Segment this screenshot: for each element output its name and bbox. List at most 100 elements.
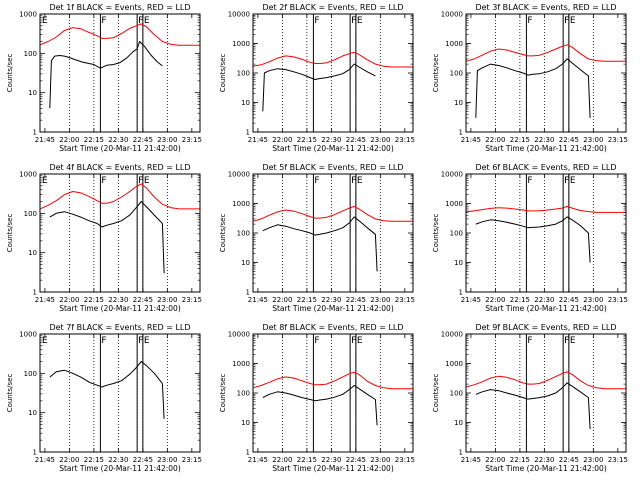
boundary-label: F: [564, 176, 569, 186]
boundary-label: F: [564, 336, 569, 346]
boundary-label: E: [357, 16, 363, 26]
boundary-label: F: [138, 336, 143, 346]
x-tick-label: 22:45: [559, 136, 579, 144]
x-tick-label: 23:15: [608, 136, 628, 144]
boundary-label: F: [527, 16, 532, 26]
plot-frame: [252, 333, 414, 453]
detector-panel-6: Det 6f BLACK = Events, RED = LLD Counts/s…: [432, 163, 628, 313]
plot-frame: [465, 173, 627, 293]
detector-panel-7: Det 7f BLACK = Events, RED = LLD Counts/s…: [6, 323, 202, 473]
panel-title: Det 3f BLACK = Events, RED = LLD: [475, 3, 616, 12]
detector-panel-2: Det 2f BLACK = Events, RED = LLD Counts/s…: [219, 3, 415, 153]
y-tick-label: 10000: [441, 171, 463, 179]
boundary-label: E: [144, 176, 150, 186]
plot-frame: [39, 13, 201, 133]
y-tick-label: 100: [450, 390, 463, 398]
plot-frame: [39, 173, 201, 293]
detector-panel-3: Det 3f BLACK = Events, RED = LLD Counts/s…: [432, 3, 628, 153]
x-tick-label: 22:45: [346, 456, 366, 464]
lld-series-line: [252, 51, 413, 68]
detector-panel-4: Det 4f BLACK = Events, RED = LLD Counts/s…: [6, 163, 202, 313]
x-tick-label: 23:00: [157, 136, 177, 144]
y-axis-label: Counts/sec: [219, 374, 227, 413]
panel-title: Det 2f BLACK = Events, RED = LLD: [262, 3, 403, 12]
x-axis-label: Start Time (20-Mar-11 21:42:00): [485, 304, 607, 313]
x-tick-label: 23:15: [182, 456, 202, 464]
plot-frame: [39, 333, 201, 453]
x-tick-label: 22:00: [272, 296, 292, 304]
x-tick-label: 23:00: [583, 296, 603, 304]
detector-panel-5: Det 5f BLACK = Events, RED = LLD Counts/s…: [219, 163, 415, 313]
x-tick-label: 23:00: [370, 456, 390, 464]
x-axis-label: Start Time (20-Mar-11 21:42:00): [485, 144, 607, 153]
detector-panel-1: Det 1f BLACK = Events, RED = LLD Counts/s…: [6, 3, 202, 153]
x-tick-label: 22:00: [485, 456, 505, 464]
y-tick-label: 10: [241, 99, 250, 107]
x-tick-label: 22:00: [59, 136, 79, 144]
x-tick-label: 22:30: [108, 296, 128, 304]
events-series-line: [475, 382, 591, 430]
x-tick-label: 21:45: [35, 296, 55, 304]
boundary-label: F: [351, 176, 356, 186]
events-series-line: [49, 201, 165, 274]
x-tick-label: 23:00: [157, 456, 177, 464]
events-series-line: [49, 41, 163, 109]
x-tick-label: 22:45: [559, 296, 579, 304]
y-axis-label: Counts/sec: [6, 214, 14, 253]
x-tick-label: 22:00: [485, 296, 505, 304]
x-tick-label: 22:15: [510, 296, 530, 304]
y-tick-label: 1: [459, 289, 463, 297]
x-tick-label: 23:00: [583, 456, 603, 464]
corner-label: E: [42, 336, 48, 346]
lld-series-line: [39, 23, 200, 46]
panel-title: Det 6f BLACK = Events, RED = LLD: [475, 163, 616, 172]
y-tick-label: 10: [28, 89, 37, 97]
panel-title: Det 7f BLACK = Events, RED = LLD: [49, 323, 190, 332]
x-tick-label: 21:45: [35, 136, 55, 144]
lld-series-line: [465, 44, 626, 62]
x-tick-label: 23:00: [370, 136, 390, 144]
detector-panel-8: Det 8f BLACK = Events, RED = LLD Counts/s…: [219, 323, 415, 473]
boundary-label: E: [144, 336, 150, 346]
y-tick-label: 10000: [228, 331, 250, 339]
x-tick-label: 22:15: [297, 136, 317, 144]
y-tick-label: 100: [237, 230, 250, 238]
x-tick-label: 22:00: [272, 136, 292, 144]
x-tick-label: 21:45: [35, 456, 55, 464]
x-tick-label: 21:45: [461, 136, 481, 144]
boundary-label: F: [101, 176, 106, 186]
y-tick-label: 10000: [228, 171, 250, 179]
boundary-label: F: [564, 16, 569, 26]
y-axis-label: Counts/sec: [219, 214, 227, 253]
boundary-label: E: [357, 336, 363, 346]
panel-title: Det 9f BLACK = Events, RED = LLD: [475, 323, 616, 332]
y-axis-label: Counts/sec: [219, 54, 227, 93]
x-tick-label: 22:15: [84, 456, 104, 464]
panel-title: Det 8f BLACK = Events, RED = LLD: [262, 323, 403, 332]
events-series-line: [262, 63, 376, 112]
x-tick-label: 22:30: [321, 296, 341, 304]
boundary-label: F: [138, 16, 143, 26]
y-axis-label: Counts/sec: [6, 374, 14, 413]
x-tick-label: 23:15: [182, 136, 202, 144]
boundary-label: F: [314, 336, 319, 346]
y-tick-label: 1000: [19, 331, 37, 339]
y-tick-label: 10000: [441, 331, 463, 339]
x-tick-label: 22:30: [534, 136, 554, 144]
plot-frame: [252, 173, 414, 293]
x-axis-label: Start Time (20-Mar-11 21:42:00): [272, 144, 394, 153]
y-tick-label: 10: [28, 249, 37, 257]
y-axis-label: Counts/sec: [6, 54, 14, 93]
x-tick-label: 22:15: [297, 456, 317, 464]
x-axis-label: Start Time (20-Mar-11 21:42:00): [272, 464, 394, 473]
lld-series-line: [252, 205, 413, 222]
boundary-label: E: [144, 16, 150, 26]
boundary-label: E: [570, 336, 576, 346]
x-tick-label: 22:30: [321, 136, 341, 144]
x-tick-label: 22:15: [84, 136, 104, 144]
y-tick-label: 1: [246, 289, 250, 297]
y-tick-label: 10: [454, 259, 463, 267]
y-tick-label: 10: [241, 419, 250, 427]
y-tick-label: 100: [450, 70, 463, 78]
